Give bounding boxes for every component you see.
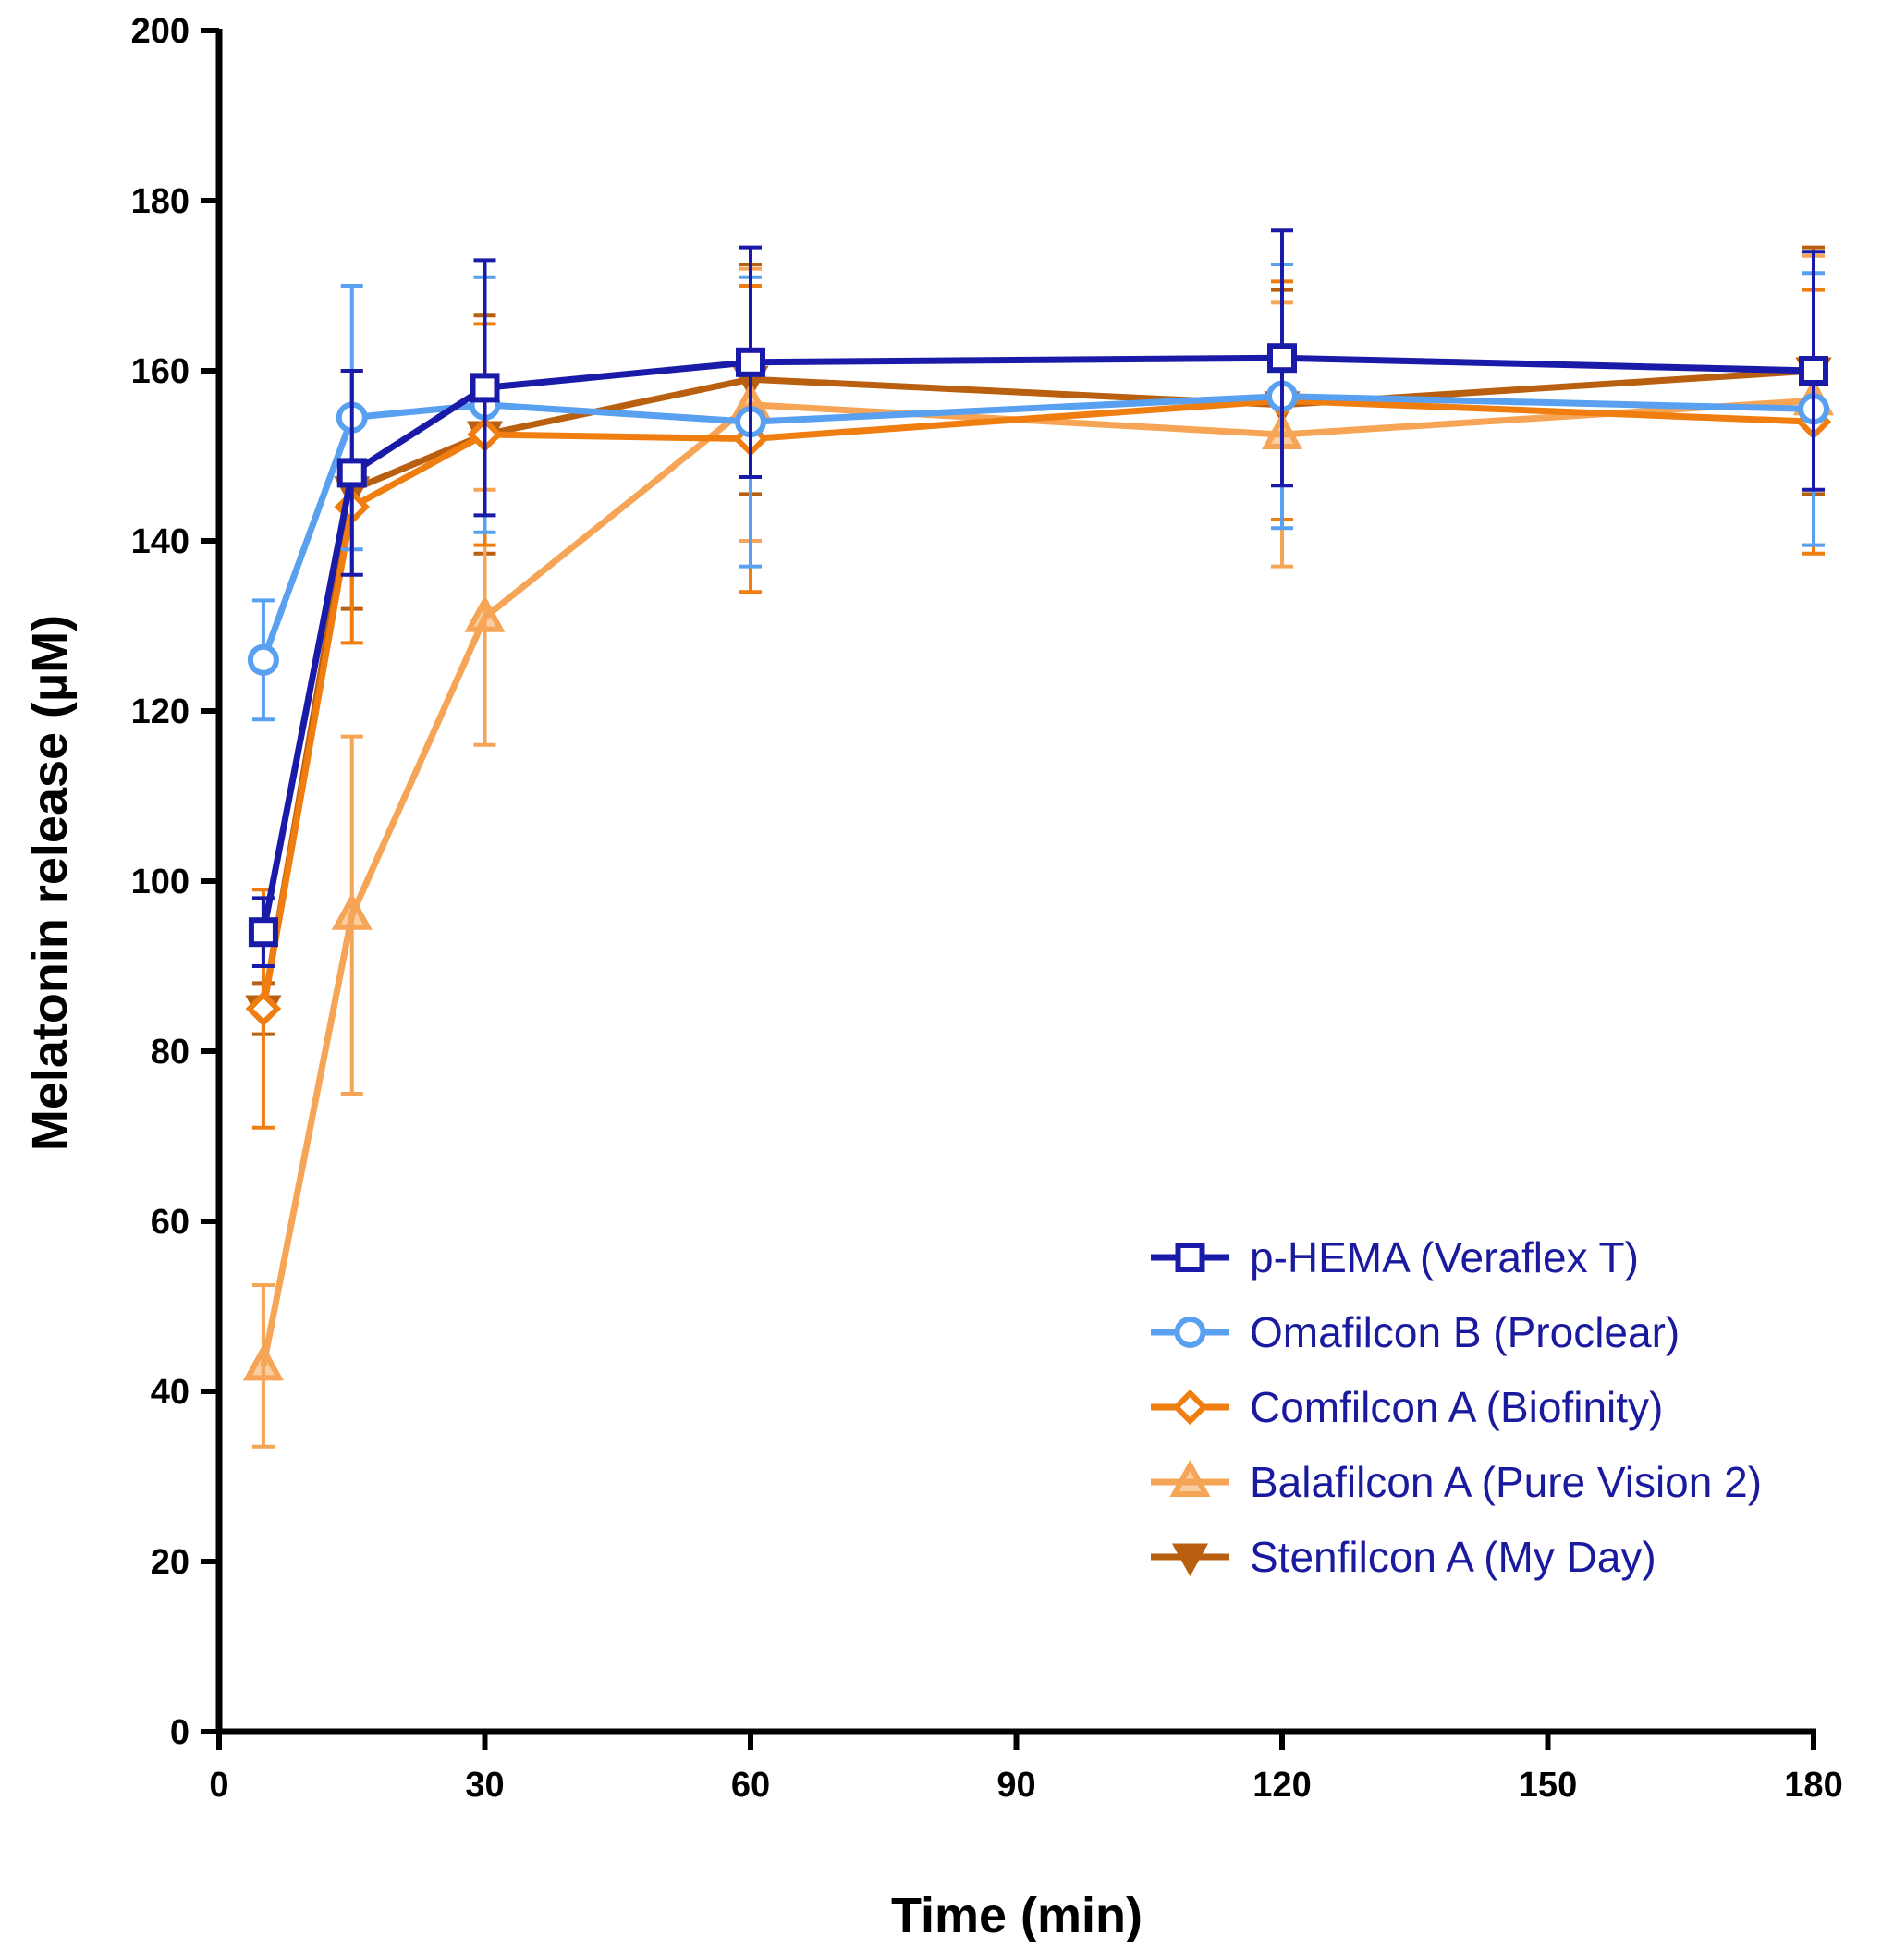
legend-marker bbox=[1169, 1459, 1211, 1497]
legend: p-HEMA (Veraflex T) Omafilcon B (Proclear… bbox=[1151, 1233, 1762, 1581]
data-point bbox=[464, 594, 506, 632]
axes bbox=[201, 28, 1816, 1750]
legend-label: Comfilcon A (Biofinity) bbox=[1250, 1383, 1663, 1431]
x-tick-label: 30 bbox=[465, 1766, 504, 1805]
y-tick-label: 0 bbox=[170, 1713, 189, 1752]
y-axis-title: Melatonin release (µM) bbox=[22, 615, 78, 1151]
data-point bbox=[242, 1343, 284, 1381]
y-tick-label: 20 bbox=[151, 1543, 189, 1582]
y-tick-label: 200 bbox=[131, 12, 189, 51]
x-tick-label: 180 bbox=[1784, 1766, 1842, 1805]
legend-item: Omafilcon B (Proclear) bbox=[1151, 1308, 1680, 1356]
x-tick-label: 120 bbox=[1252, 1766, 1311, 1805]
data-point bbox=[470, 373, 500, 403]
x-tick-label: 90 bbox=[996, 1766, 1035, 1805]
legend-marker bbox=[1175, 1243, 1205, 1272]
x-tick-label: 60 bbox=[731, 1766, 770, 1805]
legend-item: Comfilcon A (Biofinity) bbox=[1151, 1383, 1663, 1431]
data-point bbox=[336, 458, 367, 488]
legend-label: Omafilcon B (Proclear) bbox=[1250, 1308, 1680, 1356]
series-layer bbox=[242, 228, 1835, 1449]
y-tick-label: 160 bbox=[131, 352, 189, 391]
series-1 bbox=[247, 263, 1829, 722]
series-line bbox=[260, 393, 1815, 662]
series-line bbox=[260, 354, 1815, 933]
series-0 bbox=[248, 228, 1828, 968]
data-point bbox=[736, 347, 765, 377]
x-tick-label: 150 bbox=[1519, 1766, 1577, 1805]
x-axis-title: Time (min) bbox=[891, 1888, 1143, 1943]
y-tick-label: 80 bbox=[151, 1033, 189, 1072]
data-point bbox=[247, 643, 279, 676]
series-line bbox=[260, 367, 1815, 1010]
legend-marker bbox=[1171, 1543, 1209, 1577]
legend-label: Stenfilcon A (My Day) bbox=[1250, 1533, 1656, 1581]
data-point bbox=[248, 917, 278, 948]
data-point bbox=[245, 990, 282, 1027]
legend-item: Stenfilcon A (My Day) bbox=[1151, 1533, 1656, 1581]
legend-label: p-HEMA (Veraflex T) bbox=[1250, 1233, 1639, 1281]
legend-item: p-HEMA (Veraflex T) bbox=[1151, 1233, 1639, 1281]
y-tick-label: 180 bbox=[131, 182, 189, 221]
series-line bbox=[260, 397, 1815, 1367]
y-tick-label: 120 bbox=[131, 692, 189, 731]
y-tick-label: 40 bbox=[151, 1373, 189, 1412]
y-tick-label: 140 bbox=[131, 522, 189, 561]
y-tick-label: 60 bbox=[151, 1203, 189, 1242]
data-point bbox=[1799, 356, 1828, 386]
legend-item: Balafilcon A (Pure Vision 2) bbox=[1151, 1458, 1762, 1506]
series-line bbox=[260, 397, 1815, 1010]
tick-labels: 0 20 40 60 80 100 120 140 160 180 200 0 30 60 90 120 150… bbox=[131, 12, 1843, 1805]
y-tick-label: 100 bbox=[131, 863, 189, 901]
legend-label: Balafilcon A (Pure Vision 2) bbox=[1250, 1458, 1762, 1506]
data-point bbox=[331, 892, 373, 930]
data-point bbox=[1267, 343, 1297, 374]
legend-marker bbox=[1174, 1317, 1206, 1348]
x-tick-label: 0 bbox=[209, 1766, 228, 1805]
legend-marker bbox=[1172, 1389, 1208, 1426]
